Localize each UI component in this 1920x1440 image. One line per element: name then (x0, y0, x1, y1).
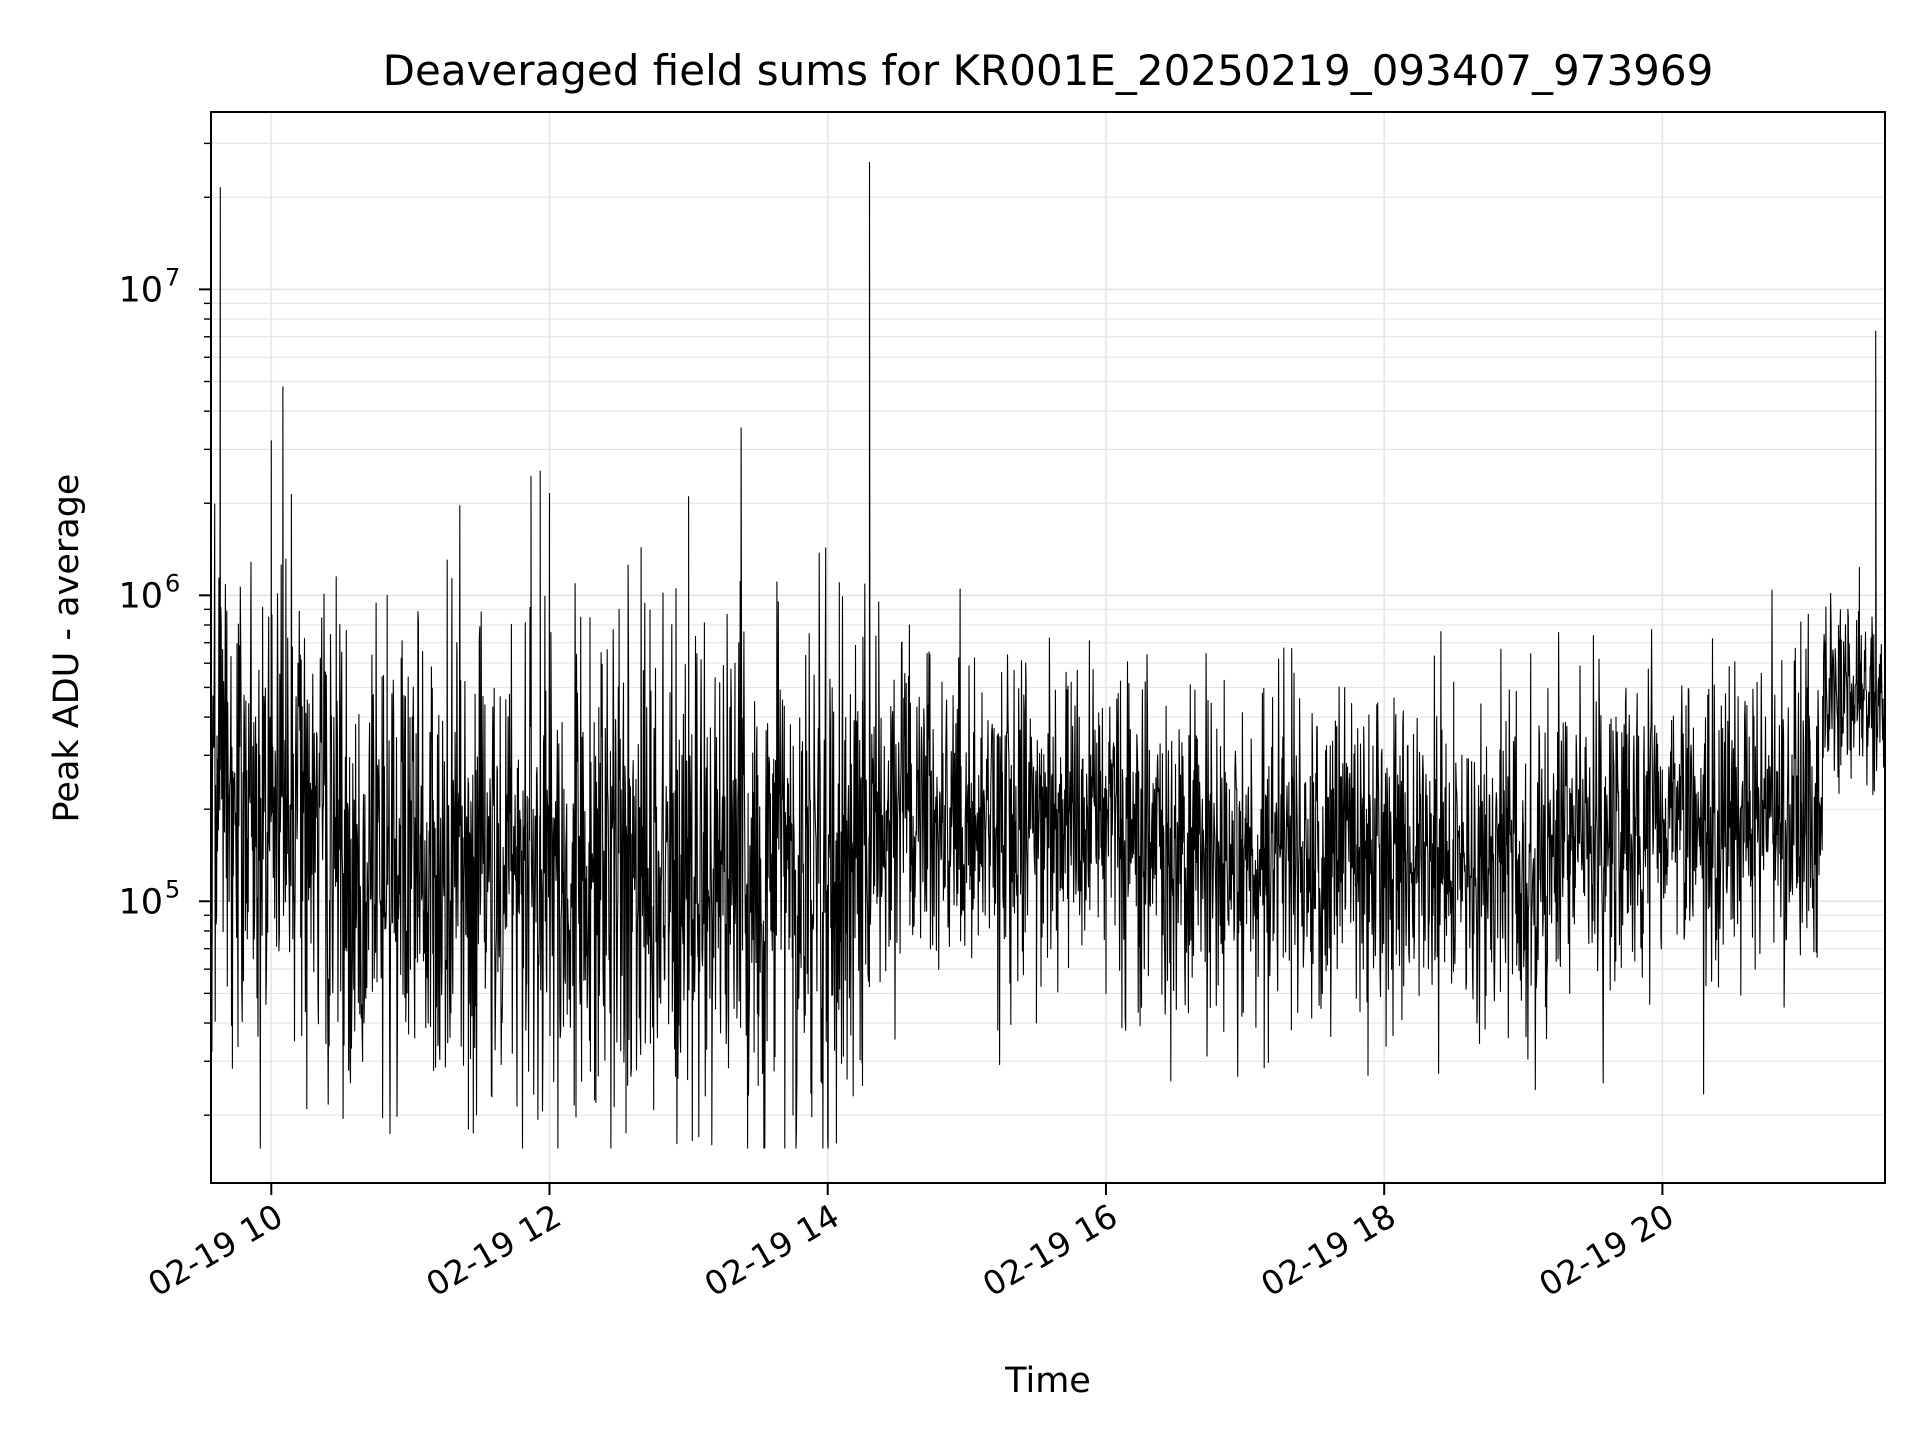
data-point (1476, 1022, 1478, 1024)
data-point (539, 470, 541, 472)
data-point (1522, 822, 1524, 824)
data-point (653, 808, 655, 810)
data-point (456, 642, 458, 644)
data-point (1661, 795, 1663, 797)
data-point (467, 1128, 469, 1130)
y-tick-label: 10 (118, 576, 163, 616)
data-point (282, 386, 284, 388)
data-point (838, 582, 840, 584)
data-point (676, 1117, 678, 1119)
data-point (409, 968, 411, 970)
data-point (595, 1101, 597, 1103)
y-tick-label: 10 (118, 270, 163, 310)
x-axis-label: Time (1004, 1361, 1091, 1401)
data-point (219, 187, 221, 189)
data-point (711, 1144, 713, 1146)
data-point (734, 662, 736, 664)
data-point (1105, 992, 1107, 994)
data-point (242, 980, 244, 982)
data-point (548, 492, 550, 494)
data-point (1070, 681, 1072, 683)
y-tick-label: 10 (118, 882, 163, 922)
data-point (1847, 608, 1849, 610)
data-point (1569, 992, 1571, 994)
data-point (259, 754, 261, 756)
data-point (1406, 846, 1408, 848)
data-point (572, 914, 574, 916)
data-point (1244, 830, 1246, 832)
data-point (1000, 671, 1002, 673)
data-point (808, 632, 810, 634)
data-point (1615, 716, 1617, 718)
plot-frame (210, 111, 1886, 1184)
data-point (1453, 681, 1455, 683)
y-tick-exponent: 6 (165, 569, 180, 597)
data-point (335, 576, 337, 578)
data-point (1035, 1022, 1037, 1024)
data-point (618, 608, 620, 610)
data-point (317, 914, 319, 916)
data-point (966, 808, 968, 810)
data-point (1209, 1006, 1211, 1008)
data-point (1800, 802, 1802, 804)
data-point (1290, 1029, 1292, 1031)
data-point (687, 496, 689, 498)
data-point (363, 1022, 365, 1024)
series-trace (210, 161, 1886, 1149)
data-point (1875, 330, 1877, 332)
data-point (293, 1040, 295, 1042)
data-point (1140, 846, 1142, 848)
data-point (386, 594, 388, 596)
data-point (827, 1136, 829, 1138)
data-point (530, 475, 532, 477)
data-point (1708, 697, 1710, 699)
data-point (1348, 795, 1350, 797)
data-point (1174, 763, 1176, 765)
data-point (757, 1084, 759, 1086)
y-axis-label: Peak ADU - average (47, 474, 87, 823)
series-line (210, 161, 1886, 1149)
data-point (919, 914, 921, 916)
data-point (432, 1069, 434, 1071)
data-point (1754, 968, 1756, 970)
data-point (792, 1114, 794, 1116)
chart-title: Deaveraged field sums for KR001E_2025021… (383, 46, 1714, 95)
y-tick-exponent: 5 (165, 875, 180, 903)
data-point (1858, 754, 1860, 756)
data-point (228, 808, 230, 810)
data-point (878, 601, 880, 603)
data-point (1367, 1074, 1369, 1076)
data-point (270, 440, 272, 442)
data-point (868, 161, 870, 163)
data-point (1824, 642, 1826, 644)
data-point (861, 1084, 863, 1086)
data-point (625, 1132, 627, 1134)
data-point (1819, 846, 1821, 848)
y-tick-exponent: 7 (165, 263, 180, 291)
data-point (502, 846, 504, 848)
